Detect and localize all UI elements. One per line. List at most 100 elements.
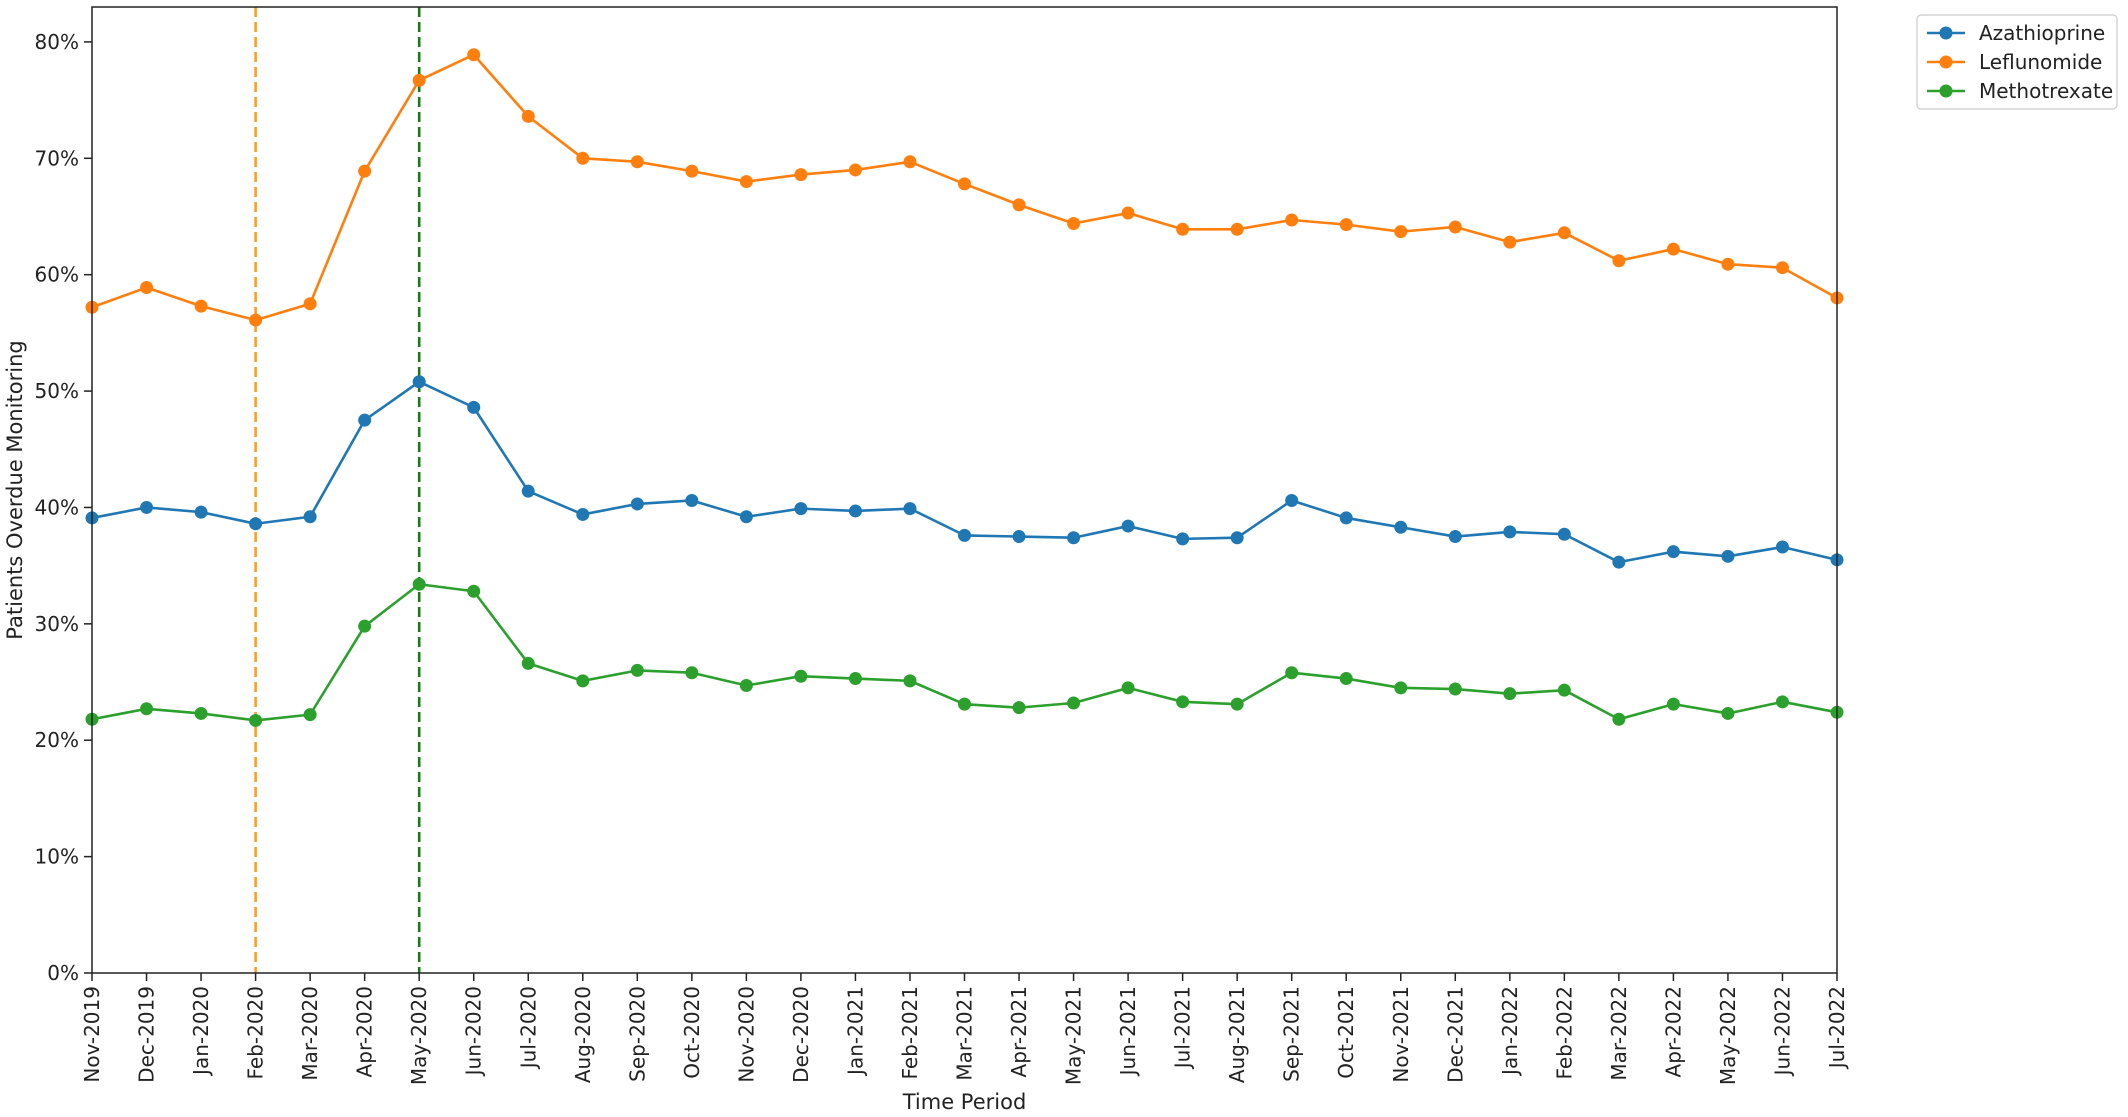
- data-point: [1775, 261, 1789, 275]
- data-point: [1394, 520, 1408, 534]
- x-tick-label: Aug-2021: [1225, 986, 1249, 1083]
- data-point: [467, 584, 481, 598]
- x-tick-label: Mar-2020: [298, 986, 322, 1081]
- data-point: [249, 313, 263, 327]
- data-point: [521, 656, 535, 670]
- data-point: [1176, 532, 1190, 546]
- x-tick-label: Dec-2021: [1443, 986, 1467, 1083]
- data-point: [249, 713, 263, 727]
- x-tick-label: Jun-2020: [462, 986, 486, 1077]
- data-point: [1176, 695, 1190, 709]
- data-point: [140, 702, 154, 716]
- data-point: [249, 517, 263, 531]
- x-tick-label: Nov-2021: [1389, 986, 1413, 1083]
- data-point: [1230, 697, 1244, 711]
- data-point: [1176, 222, 1190, 236]
- legend-label: Leflunomide: [1979, 50, 2102, 74]
- y-tick-label: 50%: [35, 379, 79, 403]
- x-tick-label: May-2021: [1062, 986, 1086, 1085]
- x-tick-label: Dec-2019: [135, 986, 159, 1083]
- x-tick-label: Jul-2022: [1825, 986, 1849, 1070]
- data-point: [1230, 531, 1244, 545]
- plot-area-frame: [91, 6, 1838, 974]
- x-tick-label: Dec-2020: [789, 986, 813, 1083]
- data-point: [140, 500, 154, 514]
- data-point: [521, 109, 535, 123]
- data-point: [358, 619, 372, 633]
- x-tick-label: Jan-2020: [189, 986, 213, 1077]
- x-tick-label: Jan-2022: [1498, 986, 1522, 1077]
- data-point: [303, 297, 317, 311]
- data-point: [194, 505, 208, 519]
- chart-marks: [85, 7, 1844, 973]
- data-point: [630, 155, 644, 169]
- data-point: [1557, 226, 1571, 240]
- y-tick-label: 60%: [35, 263, 79, 287]
- data-point: [1666, 697, 1680, 711]
- series-azathioprine: [85, 375, 1844, 569]
- x-tick-label: Feb-2021: [898, 986, 922, 1080]
- data-point: [467, 400, 481, 414]
- data-point: [1721, 706, 1735, 720]
- data-point: [1503, 525, 1517, 539]
- x-tick-label: Sep-2020: [625, 986, 649, 1082]
- x-tick-label: Apr-2022: [1661, 986, 1685, 1077]
- data-point: [412, 73, 426, 87]
- legend-label: Azathioprine: [1979, 21, 2105, 45]
- x-tick-label: Mar-2022: [1607, 986, 1631, 1081]
- x-tick-label: Jul-2021: [1171, 986, 1195, 1070]
- data-point: [630, 497, 644, 511]
- data-point: [739, 510, 753, 524]
- legend-marker: [1939, 55, 1953, 69]
- data-point: [1285, 666, 1299, 680]
- y-tick-label: 70%: [35, 146, 79, 170]
- data-point: [1285, 213, 1299, 227]
- data-point: [576, 507, 590, 521]
- data-point: [1557, 527, 1571, 541]
- data-point: [685, 493, 699, 507]
- data-point: [1666, 545, 1680, 559]
- data-point: [412, 375, 426, 389]
- data-point: [303, 708, 317, 722]
- data-point: [848, 672, 862, 686]
- data-point: [1503, 687, 1517, 701]
- data-point: [358, 413, 372, 427]
- data-point: [1121, 519, 1135, 533]
- data-point: [794, 168, 808, 182]
- data-point: [1067, 216, 1081, 230]
- legend-marker: [1939, 84, 1953, 98]
- x-tick-label: Nov-2020: [734, 986, 758, 1083]
- x-tick-label: Oct-2020: [680, 986, 704, 1079]
- data-point: [1721, 257, 1735, 271]
- data-point: [739, 679, 753, 693]
- data-point: [358, 164, 372, 178]
- data-point: [467, 48, 481, 62]
- data-point: [685, 164, 699, 178]
- y-tick-label: 40%: [35, 495, 79, 519]
- x-tick-label: Apr-2020: [353, 986, 377, 1077]
- data-point: [1775, 540, 1789, 554]
- data-point: [1775, 695, 1789, 709]
- x-tick-label: Aug-2020: [571, 986, 595, 1083]
- x-tick-label: Jul-2020: [516, 986, 540, 1070]
- data-point: [1448, 682, 1462, 696]
- data-point: [521, 484, 535, 498]
- x-tick-label: Sep-2021: [1280, 986, 1304, 1082]
- data-point: [1067, 531, 1081, 545]
- x-tick-label: Oct-2021: [1334, 986, 1358, 1079]
- data-point: [1394, 225, 1408, 239]
- data-point: [1666, 242, 1680, 256]
- y-tick-label: 30%: [35, 612, 79, 636]
- data-point: [1339, 672, 1353, 686]
- data-point: [794, 669, 808, 683]
- x-tick-label: Nov-2019: [80, 986, 104, 1083]
- data-point: [1121, 206, 1135, 220]
- data-point: [739, 175, 753, 189]
- data-point: [903, 502, 917, 516]
- data-point: [958, 528, 971, 542]
- data-point: [303, 510, 317, 524]
- series-leflunomide: [85, 48, 1844, 327]
- data-point: [1067, 696, 1081, 710]
- data-point: [848, 163, 862, 177]
